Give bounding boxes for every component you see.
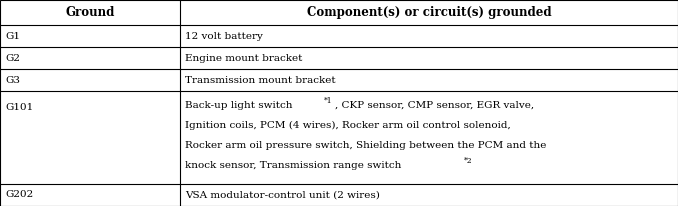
Text: VSA modulator-control unit (2 wires): VSA modulator-control unit (2 wires) [185, 191, 380, 199]
Text: Ignition coils, PCM (4 wires), Rocker arm oil control solenoid,: Ignition coils, PCM (4 wires), Rocker ar… [185, 121, 511, 130]
Text: G3: G3 [5, 76, 20, 85]
Text: Engine mount bracket: Engine mount bracket [185, 54, 302, 63]
Text: Transmission mount bracket: Transmission mount bracket [185, 76, 336, 85]
Text: *2: *2 [464, 157, 473, 165]
Text: G202: G202 [5, 191, 34, 199]
Text: Component(s) or circuit(s) grounded: Component(s) or circuit(s) grounded [306, 6, 551, 19]
Text: Ground: Ground [65, 6, 115, 19]
Text: G101: G101 [5, 103, 34, 111]
Text: *1: *1 [324, 97, 332, 105]
Text: , CKP sensor, CMP sensor, EGR valve,: , CKP sensor, CMP sensor, EGR valve, [335, 101, 534, 110]
Text: Back-up light switch: Back-up light switch [185, 101, 293, 110]
Text: Rocker arm oil pressure switch, Shielding between the PCM and the: Rocker arm oil pressure switch, Shieldin… [185, 141, 546, 150]
Text: G2: G2 [5, 54, 20, 63]
Text: 12 volt battery: 12 volt battery [185, 32, 263, 41]
Text: G1: G1 [5, 32, 20, 41]
Text: knock sensor, Transmission range switch: knock sensor, Transmission range switch [185, 161, 401, 170]
